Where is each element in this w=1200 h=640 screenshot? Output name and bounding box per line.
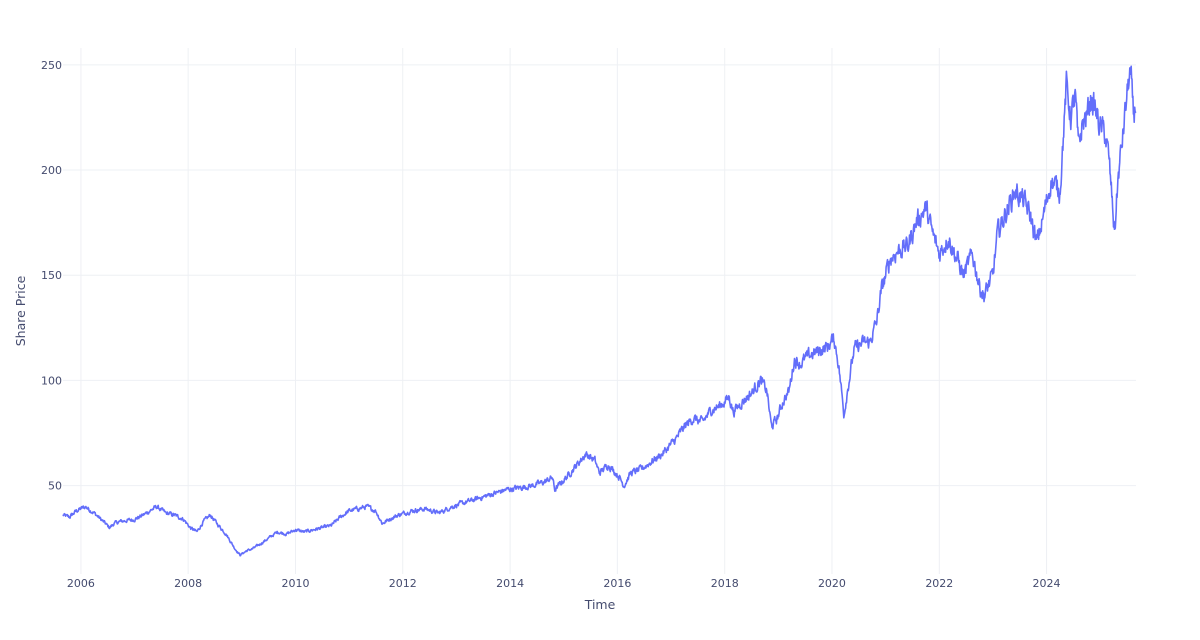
x-tick-label: 2014 xyxy=(496,577,524,590)
x-tick-label: 2024 xyxy=(1033,577,1061,590)
y-tick-label: 200 xyxy=(41,164,62,177)
x-axis-title: Time xyxy=(584,597,616,612)
x-tick-label: 2012 xyxy=(389,577,417,590)
y-axis-title: Share Price xyxy=(13,275,28,346)
x-tick-label: 2018 xyxy=(711,577,739,590)
y-tick-label: 150 xyxy=(41,269,62,282)
x-tick-label: 2006 xyxy=(67,577,95,590)
gridlines xyxy=(63,48,1136,574)
share-price-series-line xyxy=(62,65,1137,557)
y-axis-ticks: 50 100 150 200 250 xyxy=(41,59,62,493)
plot-area xyxy=(62,65,1137,557)
x-tick-label: 2010 xyxy=(282,577,310,590)
x-tick-label: 2008 xyxy=(174,577,202,590)
x-axis-ticks: 2006 2008 2010 2012 2014 2016 2018 2020 2022 2024 xyxy=(67,577,1061,590)
x-tick-label: 2016 xyxy=(603,577,631,590)
x-tick-label: 2020 xyxy=(818,577,846,590)
y-tick-label: 100 xyxy=(41,374,62,387)
y-tick-label: 250 xyxy=(41,59,62,72)
y-tick-label: 50 xyxy=(48,480,62,493)
x-tick-label: 2022 xyxy=(925,577,953,590)
